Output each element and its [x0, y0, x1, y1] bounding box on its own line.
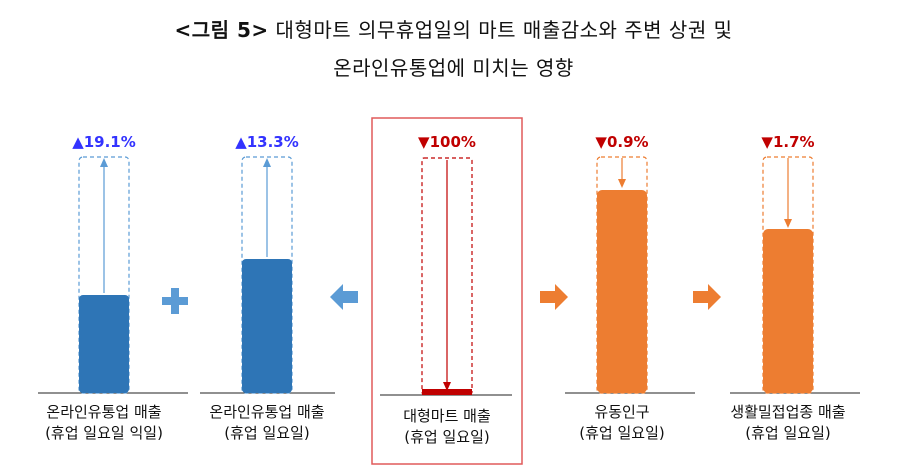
bar-1-arrowhead — [100, 158, 108, 167]
bar-5-arrowhead — [784, 219, 792, 228]
figure-number: <그림 5> — [174, 18, 269, 42]
bar-5-change-label: ▼1.7% — [761, 133, 814, 151]
bar-3-label-line1: 대형마트 매출 — [403, 407, 491, 425]
arrow-right-icon-1 — [540, 284, 568, 310]
bar-2-change-label: ▲13.3% — [235, 133, 299, 151]
bar-3-arrowhead — [443, 382, 451, 391]
bar-1-label-line1: 온라인유통업 매출 — [46, 403, 162, 421]
arrow-right-icon-2 — [693, 284, 721, 310]
bar-2-label-line1: 온라인유통업 매출 — [209, 403, 325, 421]
bar-4-label-line2: (휴업 일요일) — [579, 424, 665, 442]
bar-3-label: 대형마트 매출 (휴업 일요일) — [362, 406, 532, 448]
bar-2-arrowhead — [263, 158, 271, 167]
bar-4-label-line1: 유동인구 — [594, 403, 650, 421]
figure-title-line2: 온라인유통업에 미치는 영향 — [333, 56, 574, 80]
bar-4-label: 유동인구 (휴업 일요일) — [537, 402, 707, 444]
plus-icon — [162, 288, 188, 314]
highlight-frame — [371, 117, 523, 465]
bar-2 — [242, 259, 292, 393]
bar-1 — [79, 295, 129, 393]
bar-4-arrowhead — [618, 179, 626, 188]
bar-2-label-line2: (휴업 일요일) — [224, 424, 310, 442]
bar-5-label-line1: 생활밀접업종 매출 — [730, 403, 846, 421]
bar-3-label-line2: (휴업 일요일) — [404, 428, 490, 446]
bar-4 — [597, 190, 647, 393]
bar-1-label-line2: (휴업 일요일 익일) — [45, 424, 163, 442]
bar-5 — [763, 229, 813, 393]
bar-1-change-label: ▲19.1% — [72, 133, 136, 151]
bar-3 — [422, 389, 472, 395]
figure-title-line1: <그림 5> 대형마트 의무휴업일의 마트 매출감소와 주변 상권 및 — [0, 14, 907, 43]
bar-5-label-line2: (휴업 일요일) — [745, 424, 831, 442]
bar-5-label: 생활밀접업종 매출 (휴업 일요일) — [703, 402, 873, 444]
bar-3-change-label: ▼100% — [418, 133, 476, 151]
arrow-left-icon — [330, 284, 358, 310]
bar-1-label: 온라인유통업 매출 (휴업 일요일 익일) — [19, 402, 189, 444]
bar-4-change-label: ▼0.9% — [595, 133, 648, 151]
figure-title-text: 대형마트 의무휴업일의 마트 매출감소와 주변 상권 및 — [275, 18, 733, 42]
bar-3-outline — [421, 157, 473, 395]
bar-2-label: 온라인유통업 매출 (휴업 일요일) — [182, 402, 352, 444]
